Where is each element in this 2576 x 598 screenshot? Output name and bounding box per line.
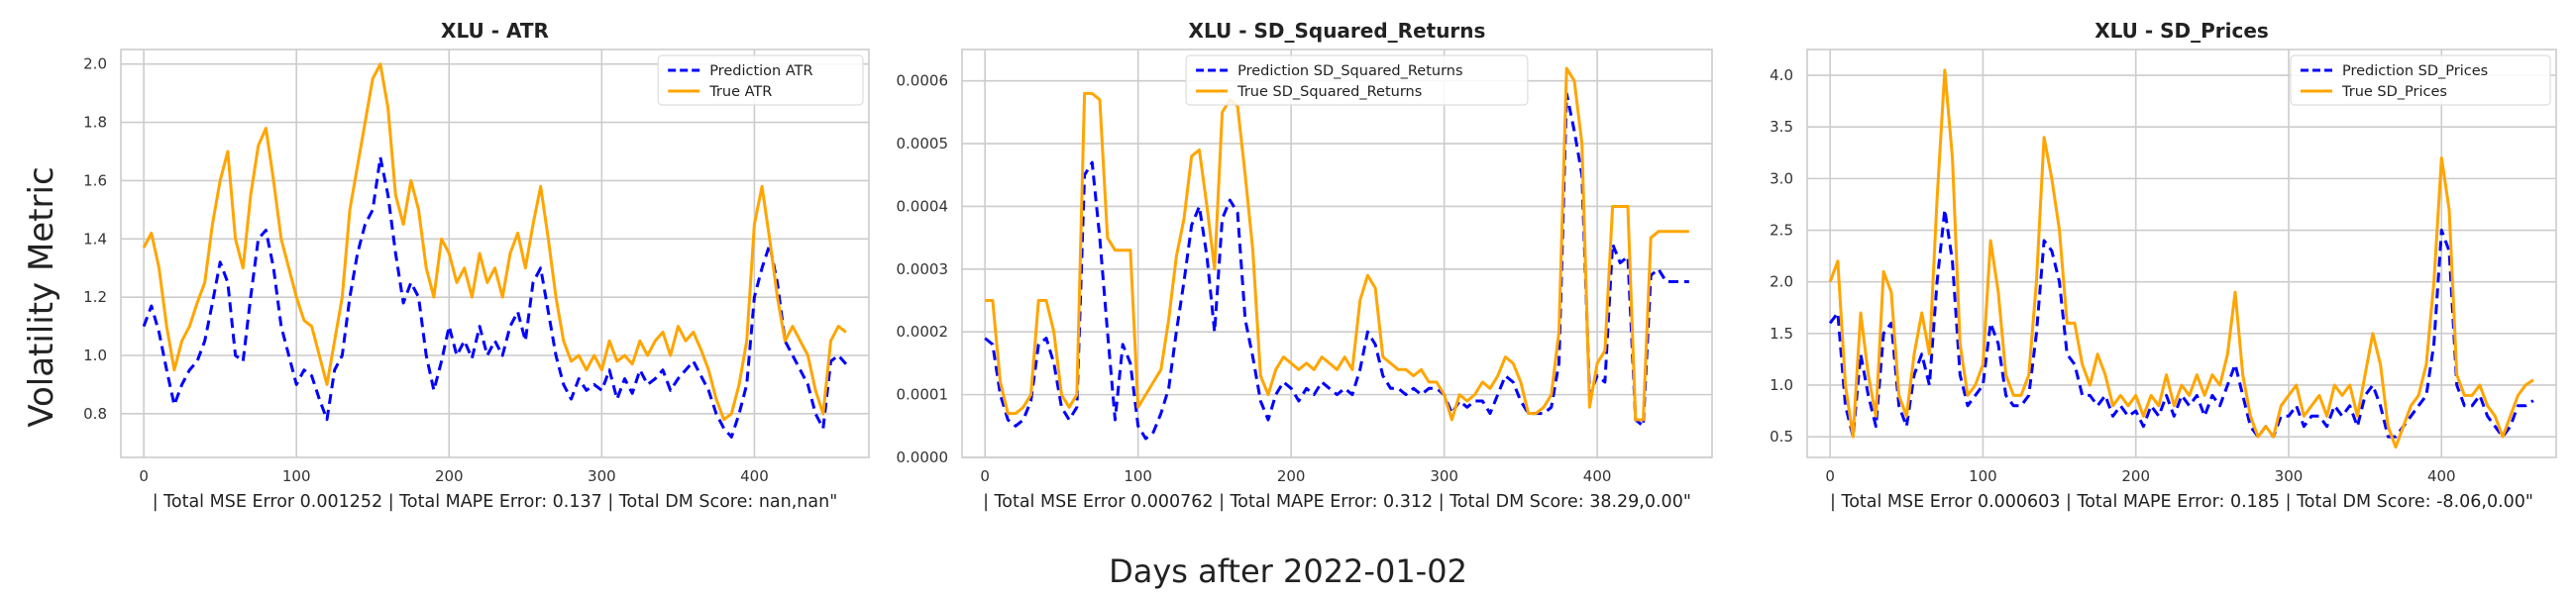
y-tick-label: 3.0 bbox=[1770, 169, 1793, 187]
x-tick-label: 400 bbox=[740, 467, 769, 485]
plot-frame bbox=[1806, 49, 2557, 458]
legend-label: True SD_Prices bbox=[2341, 84, 2447, 100]
legend-label: True SD_Squared_Returns bbox=[1236, 84, 1422, 100]
x-tick-label: 100 bbox=[1124, 467, 1152, 485]
y-tick-label: 0.0000 bbox=[897, 448, 949, 466]
y-tick-label: 1.0 bbox=[83, 347, 107, 364]
y-tick-label: 1.6 bbox=[83, 171, 107, 189]
legend-label: Prediction SD_Prices bbox=[2342, 63, 2488, 79]
series-line-true bbox=[142, 62, 847, 422]
x-tick-label: 100 bbox=[282, 467, 311, 485]
y-tick-label: 0.0006 bbox=[897, 72, 949, 90]
y-tick-label: 0.0001 bbox=[897, 386, 949, 404]
y-tick-label: 0.0003 bbox=[897, 260, 949, 278]
legend-label: Prediction ATR bbox=[709, 63, 812, 79]
y-tick-label: 2.5 bbox=[1770, 222, 1793, 240]
x-tick-label: 300 bbox=[2275, 467, 2304, 485]
y-tick-label: 1.2 bbox=[83, 288, 107, 306]
y-tick-label: 1.4 bbox=[83, 230, 107, 248]
legend-label: Prediction SD_Squared_Returns bbox=[1237, 63, 1462, 79]
x-tick-label: 200 bbox=[2121, 467, 2150, 485]
chart-title: XLU - SD_Squared_Returns bbox=[1189, 19, 1486, 43]
legend: Prediction SD_Prices True SD_Prices bbox=[2290, 54, 2551, 106]
y-tick-label: 0.8 bbox=[83, 405, 107, 423]
x-tick-label: 100 bbox=[1969, 467, 1997, 485]
y-tick-label: 0.5 bbox=[1770, 428, 1793, 446]
y-tick-label: 1.8 bbox=[83, 114, 107, 132]
x-tick-label: 0 bbox=[980, 467, 990, 485]
global-y-axis-label: Volatility Metric bbox=[22, 166, 61, 428]
x-tick-label: 300 bbox=[1430, 467, 1458, 485]
x-tick-label: 0 bbox=[139, 467, 149, 485]
x-tick-label: 400 bbox=[2427, 467, 2456, 485]
chart-title: XLU - ATR bbox=[441, 19, 549, 43]
panel-x-axis-label: | Total MSE Error 0.000603 | Total MAPE … bbox=[1830, 492, 2533, 512]
series-line-true bbox=[985, 66, 1689, 422]
series-line-true bbox=[1828, 68, 2534, 449]
x-tick-label: 300 bbox=[588, 467, 616, 485]
series-line-prediction bbox=[142, 155, 848, 439]
y-tick-label: 2.0 bbox=[1770, 273, 1793, 291]
legend-box bbox=[2290, 54, 2551, 106]
chart-title: XLU - SD_Prices bbox=[2094, 19, 2269, 43]
plot-frame bbox=[961, 49, 1713, 458]
y-tick-label: 1.0 bbox=[1770, 376, 1793, 394]
y-tick-label: 3.5 bbox=[1770, 118, 1793, 136]
y-tick-label: 0.0005 bbox=[897, 135, 949, 152]
x-tick-label: 400 bbox=[1583, 467, 1612, 485]
x-tick-label: 0 bbox=[1825, 467, 1835, 485]
x-tick-label: 200 bbox=[1277, 467, 1306, 485]
chart-panel-1: 0 100 200 300 400 0.8 1.0 1.2 1.4 1.6 1.8 2.0 XLU - … bbox=[83, 19, 870, 512]
y-tick-label: 0.0004 bbox=[897, 197, 949, 215]
chart-panel-3: 0 100 200 300 400 0.5 1.0 1.5 2.0 2.5 3.0 3.5 4.0 XLU… bbox=[1770, 19, 2557, 512]
y-tick-label: 4.0 bbox=[1770, 66, 1793, 84]
y-tick-label: 2.0 bbox=[83, 55, 107, 73]
panel-x-axis-label: | Total MSE Error 0.000762 | Total MAPE … bbox=[983, 492, 1691, 512]
y-tick-label: 0.0002 bbox=[897, 323, 949, 341]
legend-box bbox=[657, 54, 864, 106]
series-line-prediction bbox=[984, 91, 1689, 441]
legend: Prediction ATR True ATR bbox=[657, 54, 864, 106]
legend-label: True ATR bbox=[708, 84, 772, 100]
legend-box bbox=[1185, 54, 1529, 106]
panel-x-axis-label: | Total MSE Error 0.001252 | Total MAPE … bbox=[153, 492, 838, 512]
x-tick-label: 200 bbox=[435, 467, 464, 485]
y-tick-label: 1.5 bbox=[1770, 325, 1793, 343]
plot-frame bbox=[120, 49, 870, 458]
legend: Prediction SD_Squared_Returns True SD_Squ… bbox=[1185, 54, 1529, 106]
global-x-axis-label: Days after 2022-01-02 bbox=[1109, 552, 1467, 590]
chart-panel-2: 0 100 200 300 400 0.0000 0.0001 0.0002 0.0003 0.0… bbox=[897, 19, 1713, 512]
